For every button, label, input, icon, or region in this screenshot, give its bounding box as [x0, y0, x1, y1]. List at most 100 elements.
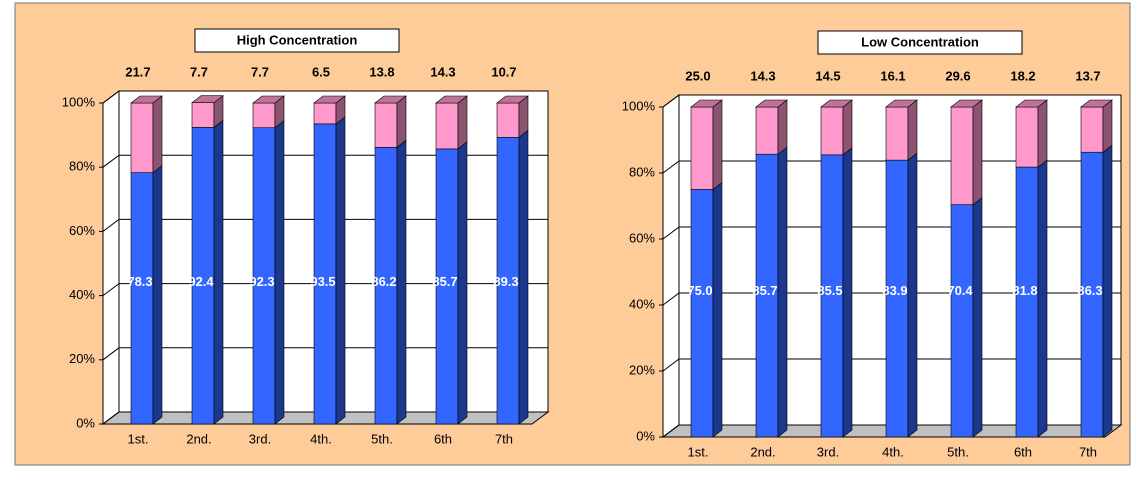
title-box	[817, 30, 1023, 55]
bar-value-label: 85.7	[432, 274, 457, 289]
bar-side	[972, 197, 983, 438]
y-tick-label: 20%	[69, 351, 95, 366]
top-label: 10.7	[491, 64, 516, 79]
bar-side	[712, 99, 723, 191]
bar-side	[907, 99, 918, 161]
chart-title: High Concentration	[237, 32, 358, 47]
top-label: 14.3	[430, 64, 455, 79]
bar-top	[435, 95, 468, 104]
bar-side	[777, 99, 788, 155]
bar-front	[690, 189, 714, 438]
x-tick-label: 1st.	[128, 431, 149, 446]
x-tick-label: 5th.	[947, 444, 969, 459]
x-tick-label: 7th	[495, 431, 513, 446]
bar-front	[1015, 166, 1039, 438]
bar-side	[1102, 99, 1113, 153]
top-label: 18.2	[1010, 68, 1035, 83]
x-tick-label: 5th.	[371, 431, 393, 446]
bar-side	[777, 146, 788, 438]
x-tick-label: 2nd.	[750, 444, 775, 459]
bar-top	[1015, 99, 1048, 108]
bar-front	[885, 159, 909, 438]
bar-top	[130, 95, 163, 104]
bar-side	[518, 129, 529, 425]
y-tick-label: 0%	[76, 415, 95, 430]
bar-front	[374, 102, 398, 148]
bar-side	[396, 139, 407, 425]
bar-side	[335, 116, 346, 425]
bar-side	[907, 152, 918, 438]
bar-front	[950, 106, 974, 205]
x-tick-label: 7th	[1079, 444, 1097, 459]
top-label: 14.5	[815, 68, 840, 83]
bar-front	[313, 102, 337, 125]
bar-top	[1080, 99, 1113, 108]
y-tick-label: 80%	[629, 164, 655, 179]
bar-front	[690, 106, 714, 190]
bar-front	[1080, 106, 1104, 153]
bar-side	[396, 95, 407, 148]
bar-side	[1037, 159, 1048, 438]
bar-side	[213, 119, 224, 425]
bar-front	[130, 102, 154, 173]
chart-title: Low Concentration	[861, 34, 979, 49]
x-tick-label: 1st.	[688, 444, 709, 459]
y-tick-label: 80%	[69, 159, 95, 174]
y-tick-label: 60%	[69, 223, 95, 238]
bar-top	[755, 99, 788, 108]
bar-top	[374, 95, 407, 104]
side-wall	[662, 94, 680, 438]
bar-top	[313, 95, 346, 104]
bar-front	[755, 106, 779, 155]
x-tick-label: 4th.	[310, 431, 332, 446]
top-label: 21.7	[125, 64, 150, 79]
bar-front	[885, 106, 909, 161]
bar-top	[496, 95, 529, 104]
bar-value-label: 81.8	[1012, 283, 1037, 298]
top-label: 25.0	[685, 68, 710, 83]
bar-front	[496, 102, 520, 138]
x-tick-label: 6th	[434, 431, 452, 446]
x-tick-label: 3rd.	[249, 431, 271, 446]
y-tick-label: 0%	[636, 428, 655, 443]
bar-value-label: 89.3	[493, 274, 518, 289]
y-tick-label: 20%	[629, 362, 655, 377]
bar-side	[1037, 99, 1048, 168]
bar-front	[252, 102, 276, 129]
bar-value-label: 83.9	[882, 283, 907, 298]
bar-top	[252, 95, 285, 104]
bar-value-label: 93.5	[310, 274, 335, 289]
bar-front	[1015, 106, 1039, 168]
bar-value-label: 85.7	[752, 283, 777, 298]
top-label: 13.8	[369, 64, 394, 79]
x-tick-label: 3rd.	[817, 444, 839, 459]
bar-side	[152, 95, 163, 174]
bar-side	[972, 99, 983, 206]
bar-front	[820, 106, 844, 156]
bar-top	[950, 99, 983, 108]
top-label: 7.7	[190, 64, 208, 79]
x-tick-label: 2nd.	[186, 431, 211, 446]
grid-line	[102, 90, 548, 104]
title-box	[194, 28, 400, 53]
x-tick-label: 6th	[1014, 444, 1032, 459]
top-label: 16.1	[880, 68, 905, 83]
bar-front	[950, 204, 974, 438]
bar-top	[820, 99, 853, 108]
bar-front	[191, 102, 215, 128]
bar-side	[1102, 144, 1113, 438]
bar-side	[457, 141, 468, 425]
bar-front	[130, 172, 154, 425]
y-tick-label: 60%	[629, 230, 655, 245]
side-wall	[102, 90, 120, 425]
bar-side	[842, 99, 853, 156]
bar-top	[191, 95, 224, 103]
bar-value-label: 78.3	[127, 274, 152, 289]
top-label: 13.7	[1075, 68, 1100, 83]
y-tick-label: 100%	[62, 94, 96, 109]
bar-value-label: 86.2	[371, 274, 396, 289]
bar-side	[152, 165, 163, 425]
bar-side	[457, 95, 468, 150]
bar-side	[712, 181, 723, 438]
y-tick-label: 40%	[69, 287, 95, 302]
